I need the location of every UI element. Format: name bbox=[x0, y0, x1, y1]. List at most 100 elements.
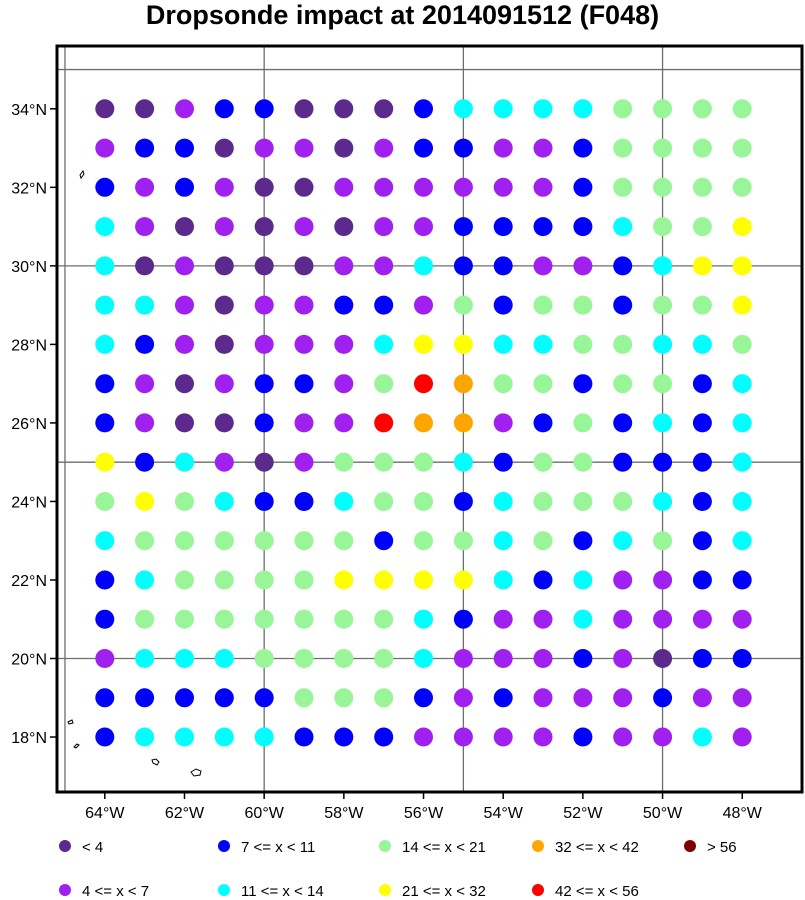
dropsonde-point bbox=[453, 452, 473, 472]
dropsonde-point bbox=[613, 413, 633, 433]
dropsonde-point bbox=[533, 609, 553, 629]
dropsonde-point bbox=[533, 531, 553, 551]
dropsonde-point bbox=[254, 138, 274, 158]
dropsonde-point bbox=[334, 452, 354, 472]
dropsonde-point bbox=[135, 99, 155, 119]
dropsonde-point bbox=[214, 138, 234, 158]
y-tick-label: 34°N bbox=[11, 102, 47, 119]
dropsonde-point bbox=[493, 649, 513, 668]
dropsonde-point bbox=[732, 99, 752, 119]
dropsonde-point bbox=[653, 649, 673, 668]
legend-marker bbox=[532, 840, 544, 852]
dropsonde-point bbox=[175, 99, 194, 119]
x-tick-label: 48°W bbox=[723, 805, 763, 822]
dropsonde-point bbox=[214, 177, 234, 197]
coastlines bbox=[67, 169, 202, 777]
dropsonde-point bbox=[135, 334, 155, 354]
y-tick-label: 28°N bbox=[11, 337, 47, 354]
dropsonde-point bbox=[374, 413, 394, 433]
dropsonde-point bbox=[653, 217, 673, 237]
dropsonde-point bbox=[414, 649, 433, 668]
dropsonde-point bbox=[254, 374, 274, 394]
dropsonde-point bbox=[214, 295, 234, 315]
dropsonde-point bbox=[573, 531, 593, 551]
dropsonde-point bbox=[294, 492, 314, 511]
dropsonde-point bbox=[493, 256, 513, 276]
dropsonde-point bbox=[732, 374, 752, 394]
dropsonde-point bbox=[374, 727, 394, 747]
legend-marker bbox=[59, 884, 71, 896]
dropsonde-point bbox=[175, 727, 194, 747]
dropsonde-point bbox=[692, 609, 712, 629]
dropsonde-point bbox=[453, 256, 473, 276]
dropsonde-point bbox=[692, 452, 712, 472]
dropsonde-point bbox=[175, 492, 194, 511]
dropsonde-point bbox=[294, 688, 314, 708]
dropsonde-point bbox=[175, 452, 194, 472]
dropsonde-point bbox=[294, 452, 314, 472]
legend-marker bbox=[218, 840, 230, 852]
dropsonde-point bbox=[374, 334, 394, 354]
legend-marker bbox=[532, 884, 544, 896]
dropsonde-point bbox=[334, 570, 354, 590]
dropsonde-point bbox=[533, 177, 553, 197]
dropsonde-point bbox=[294, 256, 314, 276]
dropsonde-point bbox=[135, 452, 155, 472]
dropsonde-point bbox=[414, 295, 433, 315]
dropsonde-point bbox=[254, 531, 274, 551]
dropsonde-point bbox=[653, 570, 673, 590]
dropsonde-point bbox=[135, 177, 155, 197]
dropsonde-point bbox=[573, 727, 593, 747]
dropsonde-point bbox=[732, 609, 752, 629]
dropsonde-point bbox=[175, 217, 194, 237]
dropsonde-point bbox=[533, 256, 553, 276]
dropsonde-point bbox=[613, 688, 633, 708]
dropsonde-point bbox=[374, 256, 394, 276]
dropsonde-point bbox=[254, 295, 274, 315]
dropsonde-point bbox=[135, 570, 155, 590]
dropsonde-point bbox=[175, 256, 194, 276]
dropsonde-point bbox=[732, 531, 752, 551]
dropsonde-point bbox=[294, 295, 314, 315]
dropsonde-point bbox=[653, 492, 673, 511]
dropsonde-point bbox=[294, 570, 314, 590]
dropsonde-point bbox=[95, 413, 115, 433]
dropsonde-point bbox=[374, 688, 394, 708]
dropsonde-point bbox=[573, 492, 593, 511]
dropsonde-point bbox=[175, 413, 194, 433]
dropsonde-point bbox=[653, 688, 673, 708]
dropsonde-point bbox=[573, 649, 593, 668]
dropsonde-point bbox=[95, 452, 115, 472]
dropsonde-point bbox=[533, 295, 553, 315]
dropsonde-point bbox=[254, 492, 274, 511]
x-tick-label: 52°W bbox=[563, 805, 603, 822]
dropsonde-point bbox=[334, 295, 354, 315]
dropsonde-point bbox=[573, 138, 593, 158]
dropsonde-point bbox=[692, 217, 712, 237]
legend-marker bbox=[379, 840, 391, 852]
dropsonde-point bbox=[453, 99, 473, 119]
island-outline bbox=[73, 743, 80, 749]
dropsonde-point bbox=[374, 452, 394, 472]
dropsonde-point bbox=[214, 217, 234, 237]
dropsonde-point bbox=[175, 531, 194, 551]
dropsonde-point bbox=[732, 413, 752, 433]
legend-label: 32 <= x < 42 bbox=[555, 839, 639, 856]
y-tick-label: 30°N bbox=[11, 259, 47, 276]
dropsonde-point bbox=[374, 138, 394, 158]
dropsonde-point bbox=[732, 177, 752, 197]
dropsonde-point bbox=[692, 413, 712, 433]
dropsonde-point bbox=[294, 99, 314, 119]
x-tick-label: 62°W bbox=[165, 805, 205, 822]
dropsonde-point bbox=[414, 138, 433, 158]
dropsonde-point bbox=[453, 649, 473, 668]
dropsonde-point bbox=[175, 334, 194, 354]
legend-label: 4 <= x < 7 bbox=[82, 883, 149, 900]
dropsonde-point bbox=[732, 688, 752, 708]
dropsonde-point bbox=[653, 99, 673, 119]
chart-title: Dropsonde impact at 2014091512 (F048) bbox=[145, 0, 660, 30]
dropsonde-point bbox=[334, 138, 354, 158]
dropsonde-point bbox=[175, 295, 194, 315]
dropsonde-point bbox=[453, 217, 473, 237]
dropsonde-point bbox=[453, 688, 473, 708]
